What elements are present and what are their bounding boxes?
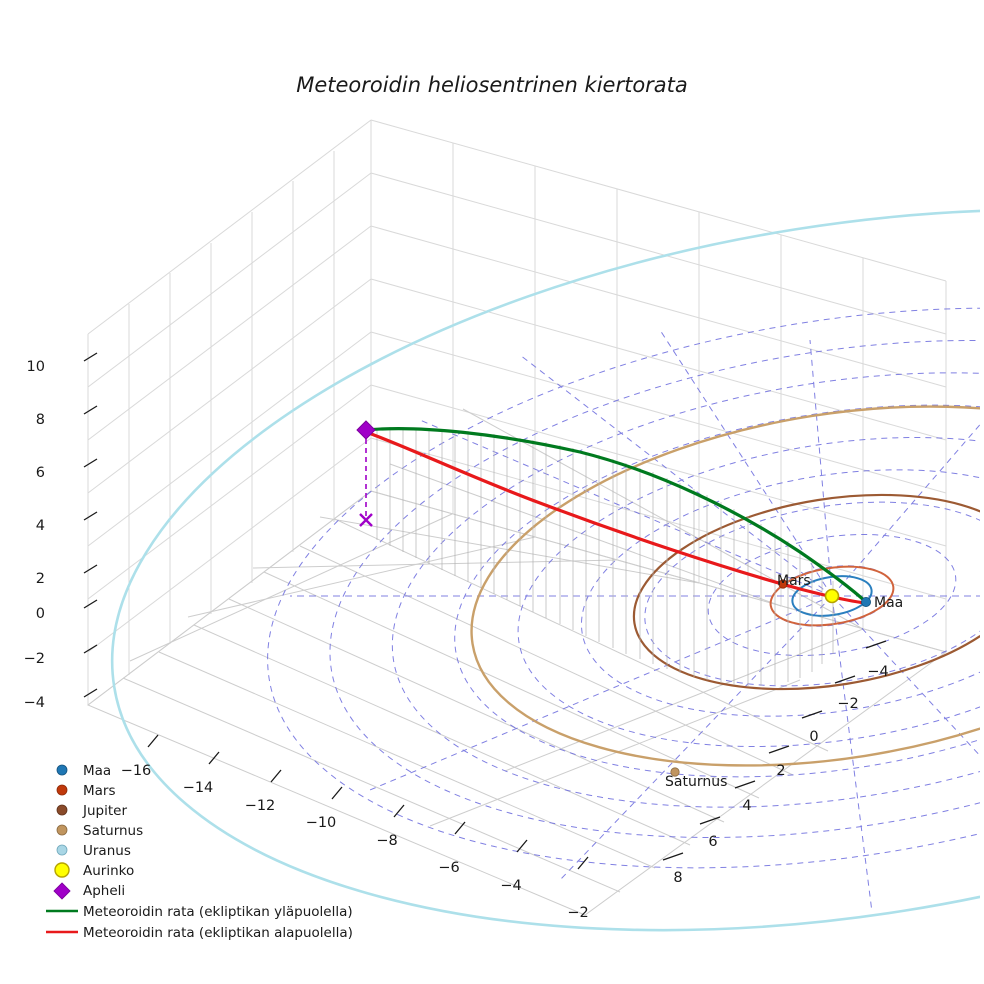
y-tick-1: −2 (837, 696, 858, 712)
dot-icon (56, 804, 68, 816)
z-tick-0: 10 (27, 359, 45, 375)
annotation-saturnus: Saturnus (665, 774, 727, 790)
y-tick-5: 6 (708, 834, 717, 850)
x-tick-7: −2 (567, 905, 588, 921)
x-tick-2: −12 (245, 798, 276, 814)
z-tick-1: 8 (36, 412, 45, 428)
annotation-mars: Mars (777, 573, 811, 589)
legend[interactable]: Maa Mars Jupiter Saturnus Uranus Aurinko (46, 763, 353, 941)
marker-maa (861, 597, 872, 608)
z-tick-3: 4 (36, 518, 45, 534)
legend-item-maa[interactable]: Maa (56, 763, 111, 779)
axes-panes (87, 119, 948, 916)
legend-label-maa: Maa (83, 763, 111, 779)
dot-icon (56, 824, 68, 836)
orbit-saturnus (470, 405, 980, 767)
sun-icon (54, 862, 70, 878)
floor-grid (87, 408, 948, 916)
z-tick-5: 0 (36, 606, 45, 622)
y-tick-0: −4 (867, 664, 888, 680)
z-tick-4: 2 (36, 571, 45, 587)
legend-item-uranus[interactable]: Uranus (56, 843, 131, 859)
dot-icon (56, 844, 68, 856)
z-axis: 10 8 6 4 2 0 −2 −4 (24, 352, 98, 711)
legend-item-jupiter[interactable]: Jupiter (56, 803, 127, 819)
meteoroid-orbit-above-ecliptic (364, 427, 868, 604)
aphelion-projection-cross-icon (359, 513, 373, 527)
legend-label-orbit-below: Meteoroidin rata (ekliptikan alapuolella… (83, 925, 353, 941)
x-tick-0: −16 (121, 763, 152, 779)
y-axis: −4 −2 0 2 4 6 8 (662, 640, 889, 886)
legend-item-aurinko[interactable]: Aurinko (54, 862, 134, 879)
orbit-uranus (110, 208, 980, 932)
x-axis: −16 −14 −12 −10 −8 −6 −4 −2 (121, 734, 589, 921)
y-tick-2: 0 (809, 729, 818, 745)
right-wall-grid (370, 119, 947, 653)
z-tick-7: −4 (24, 695, 45, 711)
y-tick-4: 4 (742, 798, 751, 814)
orbit-stem-lines (376, 427, 834, 686)
legend-item-mars[interactable]: Mars (56, 783, 116, 799)
x-tick-3: −10 (306, 815, 337, 831)
x-tick-4: −8 (376, 833, 397, 849)
aphelion-diamond-icon (356, 420, 376, 440)
y-tick-6: 8 (673, 870, 682, 886)
ecliptic-polar-grid (267, 307, 980, 913)
legend-item-saturnus[interactable]: Saturnus (56, 823, 143, 839)
page-title: Meteoroidin heliosentrinen kiertorata (296, 73, 688, 97)
z-tick-2: 6 (36, 465, 45, 481)
z-tick-6: −2 (24, 651, 45, 667)
legend-item-orbit-above[interactable]: Meteoroidin rata (ekliptikan yläpuolella… (46, 904, 353, 920)
y-tick-3: 2 (776, 763, 785, 779)
aphelion-group (356, 420, 376, 527)
diamond-icon (53, 882, 71, 900)
meteoroid-orbit (364, 427, 868, 605)
legend-item-orbit-below[interactable]: Meteoroidin rata (ekliptikan alapuolella… (46, 925, 353, 941)
planet-orbits (110, 208, 980, 932)
orbit-mars (769, 565, 895, 627)
marker-mars (778, 579, 788, 589)
annotation-maa: Maa (874, 595, 903, 611)
orbit-jupiter (632, 493, 980, 691)
dot-icon (56, 784, 68, 796)
body-markers (670, 579, 872, 777)
legend-label-jupiter: Jupiter (82, 803, 127, 819)
marker-aurinko (824, 588, 840, 604)
legend-label-saturnus: Saturnus (83, 823, 143, 839)
legend-label-aurinko: Aurinko (83, 863, 134, 879)
x-tick-6: −4 (500, 878, 521, 894)
legend-label-mars: Mars (83, 783, 116, 799)
legend-label-orbit-above: Meteoroidin rata (ekliptikan yläpuolella… (83, 904, 353, 920)
legend-item-apheli[interactable]: Apheli (53, 882, 125, 900)
orbit-maa (791, 575, 873, 617)
meteoroid-orbit-below-ecliptic (364, 430, 868, 605)
x-tick-1: −14 (183, 780, 214, 796)
left-wall-grid (87, 119, 372, 706)
body-annotations: Maa Mars Saturnus (665, 573, 903, 790)
legend-label-apheli: Apheli (83, 883, 125, 899)
dot-icon (56, 764, 68, 776)
legend-label-uranus: Uranus (83, 843, 131, 859)
marker-saturnus (670, 767, 680, 777)
x-tick-5: −6 (438, 860, 459, 876)
